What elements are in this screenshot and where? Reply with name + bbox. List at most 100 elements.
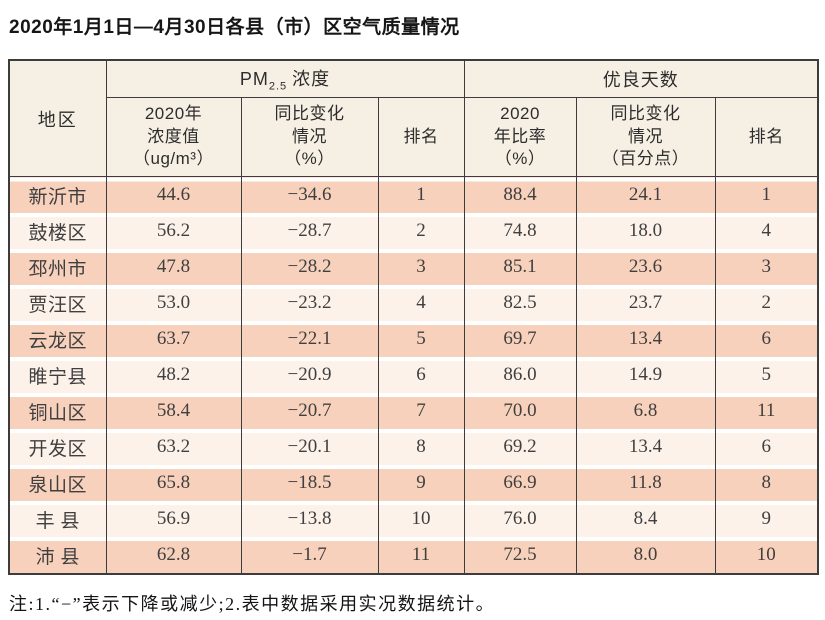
good-rank-cell: 6 [714, 321, 819, 357]
good-rank-cell: 8 [714, 465, 819, 501]
good-change-cell: 18.0 [575, 213, 716, 249]
table-row: 开发区 63.2 −20.1 8 69.2 13.4 6 [8, 429, 819, 465]
pm25-change-cell: −20.7 [240, 393, 379, 429]
good-change-cell: 13.4 [575, 321, 716, 357]
pm25-rank-cell: 4 [377, 285, 465, 321]
region-cell: 泉山区 [8, 465, 107, 501]
pm25-value-cell: 63.7 [105, 321, 242, 357]
pm25-value-cell: 56.2 [105, 213, 242, 249]
pm25-change-cell: −18.5 [240, 465, 379, 501]
header-good-rank: 排名 [714, 97, 819, 177]
good-change-cell: 23.7 [575, 285, 716, 321]
pm25-rank-cell: 3 [377, 249, 465, 285]
table-row: 丰 县 56.9 −13.8 10 76.0 8.4 9 [8, 501, 819, 537]
table-row: 鼓楼区 56.2 −28.7 2 74.8 18.0 4 [8, 213, 819, 249]
good-rank-cell: 1 [714, 176, 819, 213]
footnote: 注:1.“−”表示下降或减少;2.表中数据采用实况数据统计。 [9, 594, 496, 614]
good-change-cell: 13.4 [575, 429, 716, 465]
good-rate-cell: 76.0 [463, 501, 577, 537]
header-pm25-change: 同比变化 情况 （%） [240, 97, 379, 177]
good-change-cell: 14.9 [575, 357, 716, 393]
header-sub-row: 2020年 浓度值 （ug/m³） 同比变化 情况 （%） 排名 2020 年比… [9, 97, 819, 177]
table-row: 云龙区 63.7 −22.1 5 69.7 13.4 6 [8, 321, 819, 357]
header-good-days-group: 优良天数 [463, 59, 819, 98]
pm25-change-cell: −20.9 [240, 357, 379, 393]
good-rank-cell: 11 [714, 393, 819, 429]
region-cell: 沛 县 [8, 537, 107, 574]
region-cell: 睢宁县 [8, 357, 107, 393]
table-row: 睢宁县 48.2 −20.9 6 86.0 14.9 5 [8, 357, 819, 393]
good-rate-cell: 85.1 [463, 249, 577, 285]
region-cell: 云龙区 [8, 321, 107, 357]
good-rate-cell: 70.0 [463, 393, 577, 429]
pm25-label-prefix: PM [239, 69, 269, 90]
good-change-cell: 24.1 [575, 176, 716, 213]
good-change-cell: 8.0 [575, 537, 716, 574]
pm25-change-cell: −23.2 [240, 285, 379, 321]
region-cell: 新沂市 [8, 176, 107, 213]
table-header: 地区 PM2.5 浓度 优良天数 2020年 浓度值 （ug/m³） 同比变化 情… [8, 59, 819, 177]
page-title: 2020年1月1日—4月30日各县（市）区空气质量情况 [9, 17, 460, 38]
good-rank-cell: 6 [714, 429, 819, 465]
pm25-rank-cell: 6 [377, 357, 465, 393]
pm25-change-cell: −13.8 [240, 501, 379, 537]
region-cell: 邳州市 [8, 249, 107, 285]
table-row: 新沂市 44.6 −34.6 1 88.4 24.1 1 [8, 176, 819, 213]
good-rate-cell: 74.8 [463, 213, 577, 249]
pm25-rank-cell: 2 [377, 213, 465, 249]
air-quality-table: 地区 PM2.5 浓度 优良天数 2020年 浓度值 （ug/m³） 同比变化 情… [8, 59, 820, 575]
pm25-rank-cell: 11 [377, 537, 465, 574]
header-group-row: 地区 PM2.5 浓度 优良天数 [8, 59, 819, 177]
region-cell: 贾汪区 [8, 285, 107, 321]
region-cell: 丰 县 [8, 501, 107, 537]
header-pm25-value: 2020年 浓度值 （ug/m³） [105, 97, 242, 177]
good-rate-cell: 72.5 [463, 537, 577, 574]
good-rate-cell: 69.7 [463, 321, 577, 357]
good-change-cell: 23.6 [575, 249, 716, 285]
good-rate-cell: 69.2 [463, 429, 577, 465]
pm25-rank-cell: 8 [377, 429, 465, 465]
pm25-change-cell: −28.7 [240, 213, 379, 249]
header-pm25-group: PM2.5 浓度 [105, 59, 465, 98]
pm25-value-cell: 63.2 [105, 429, 242, 465]
header-pm25-rank: 排名 [377, 97, 465, 177]
good-rank-cell: 9 [714, 501, 819, 537]
pm25-value-cell: 53.0 [105, 285, 242, 321]
good-change-cell: 11.8 [575, 465, 716, 501]
pm25-label-suffix: 浓度 [292, 69, 331, 90]
good-rate-cell: 88.4 [463, 176, 577, 213]
region-cell: 开发区 [8, 429, 107, 465]
pm25-change-cell: −20.1 [240, 429, 379, 465]
pm25-change-cell: −22.1 [240, 321, 379, 357]
good-rate-cell: 86.0 [463, 357, 577, 393]
header-good-rate: 2020 年比率 （%） [463, 97, 577, 177]
pm25-value-cell: 47.8 [105, 249, 242, 285]
region-cell: 铜山区 [8, 393, 107, 429]
good-rank-cell: 3 [714, 249, 819, 285]
header-region: 地区 [8, 59, 107, 177]
table-body: 新沂市 44.6 −34.6 1 88.4 24.1 1 鼓楼区 56.2 −2… [8, 176, 819, 574]
pm25-value-cell: 56.9 [105, 501, 242, 537]
pm25-value-cell: 62.8 [105, 537, 242, 574]
pm25-value-cell: 44.6 [105, 176, 242, 213]
pm25-rank-cell: 1 [377, 176, 465, 213]
header-good-change: 同比变化 情况 （百分点） [575, 97, 716, 177]
pm25-value-cell: 58.4 [105, 393, 242, 429]
pm25-value-cell: 65.8 [105, 465, 242, 501]
pm25-change-cell: −34.6 [240, 176, 379, 213]
pm25-rank-cell: 10 [377, 501, 465, 537]
good-rate-cell: 82.5 [463, 285, 577, 321]
good-rank-cell: 10 [714, 537, 819, 574]
good-change-cell: 8.4 [575, 501, 716, 537]
good-rate-cell: 66.9 [463, 465, 577, 501]
table-row: 邳州市 47.8 −28.2 3 85.1 23.6 3 [8, 249, 819, 285]
pm25-change-cell: −1.7 [240, 537, 379, 574]
good-change-cell: 6.8 [575, 393, 716, 429]
pm25-rank-cell: 5 [377, 321, 465, 357]
pm25-label-subscript: 2.5 [268, 80, 288, 93]
table-row: 沛 县 62.8 −1.7 11 72.5 8.0 10 [8, 537, 819, 574]
page: 2020年1月1日—4月30日各县（市）区空气质量情况 地区 PM2.5 浓度 优… [0, 12, 825, 616]
pm25-change-cell: −28.2 [240, 249, 379, 285]
good-rank-cell: 4 [714, 213, 819, 249]
pm25-rank-cell: 7 [377, 393, 465, 429]
